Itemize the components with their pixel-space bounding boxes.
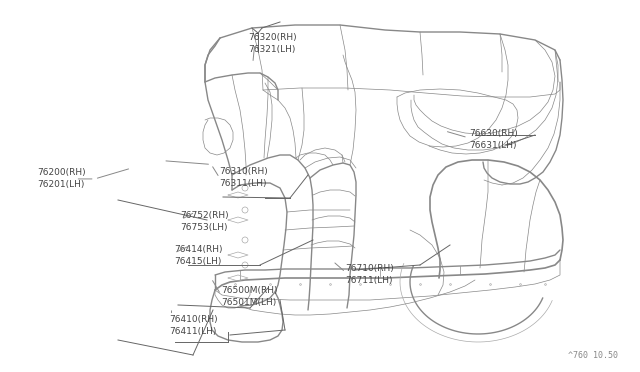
Text: 76753(LH): 76753(LH)	[180, 223, 228, 232]
Text: 76711(LH): 76711(LH)	[346, 276, 393, 285]
Text: 76410(RH): 76410(RH)	[170, 315, 218, 324]
Text: 76320(RH): 76320(RH)	[248, 33, 297, 42]
Text: ^760 10.50: ^760 10.50	[568, 351, 618, 360]
Text: 76310(RH): 76310(RH)	[220, 167, 268, 176]
Text: 76200(RH): 76200(RH)	[37, 169, 86, 177]
Text: 76201(LH): 76201(LH)	[37, 180, 84, 189]
Text: 76501M(LH): 76501M(LH)	[221, 298, 276, 307]
Text: 76411(LH): 76411(LH)	[170, 327, 217, 336]
Text: 76631(LH): 76631(LH)	[469, 141, 516, 150]
Text: 76630(RH): 76630(RH)	[469, 129, 518, 138]
Text: 76415(LH): 76415(LH)	[174, 257, 221, 266]
Text: 76710(RH): 76710(RH)	[346, 264, 394, 273]
Text: 76500M(RH): 76500M(RH)	[221, 286, 277, 295]
Text: 76752(RH): 76752(RH)	[180, 211, 229, 220]
Text: 76414(RH): 76414(RH)	[174, 245, 223, 254]
Text: 76311(LH): 76311(LH)	[220, 179, 267, 188]
Text: 76321(LH): 76321(LH)	[248, 45, 296, 54]
